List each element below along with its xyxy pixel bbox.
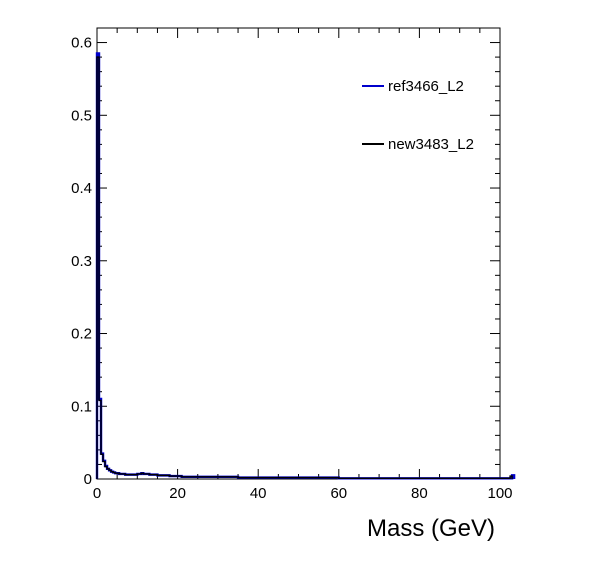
legend-label: new3483_L2 (388, 136, 474, 153)
y-tick-label: 0.2 (71, 326, 92, 343)
x-axis-title: Mass (GeV) (367, 515, 495, 542)
y-tick-label: 0.5 (71, 107, 92, 124)
x-tick-label: 40 (250, 485, 267, 502)
x-tick-label: 20 (169, 485, 186, 502)
axis-ticks (96, 27, 501, 480)
x-tick-label: 80 (411, 485, 428, 502)
histogram-series-ref3466_L2 (95, 52, 516, 480)
x-tick-label: 100 (487, 485, 512, 502)
legend: ref3466_L2 new3483_L2 (362, 78, 474, 153)
y-tick-label: 0.6 (71, 35, 92, 52)
axis-tick-labels: 0 20 40 60 80 100 0 0.1 0.2 0.3 0.4 0.5 0.6 (71, 35, 512, 502)
series-layer (95, 52, 516, 480)
y-tick-label: 0.1 (71, 398, 92, 415)
plot-frame (96, 27, 501, 480)
legend-label: ref3466_L2 (388, 78, 464, 95)
y-tick-label: 0.3 (71, 253, 92, 270)
x-tick-label: 60 (330, 485, 347, 502)
y-tick-label: 0.4 (71, 180, 92, 197)
histogram-series-new3483_L2 (96, 56, 513, 479)
x-tick-label: 0 (93, 485, 101, 502)
y-tick-label: 0 (84, 471, 92, 488)
